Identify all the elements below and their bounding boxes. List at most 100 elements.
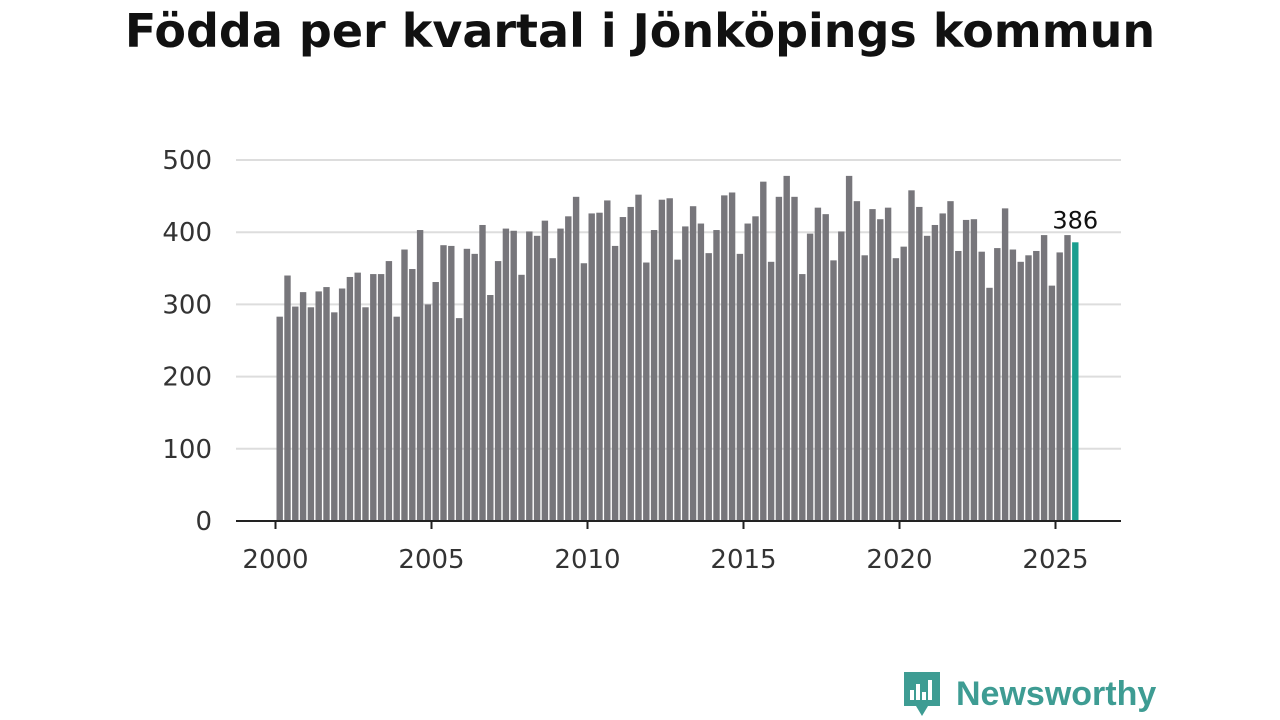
bar <box>1001 208 1009 521</box>
data-labels: 386 <box>1052 206 1098 234</box>
bar <box>518 274 525 521</box>
bar <box>604 200 611 521</box>
bar <box>338 288 346 521</box>
bar <box>978 251 985 521</box>
data-label-last: 386 <box>1052 206 1098 234</box>
y-tick-label: 200 <box>162 363 212 393</box>
bar <box>728 192 736 522</box>
bar <box>939 213 946 522</box>
bar <box>635 194 642 521</box>
newsworthy-logo: Newsworthy <box>902 668 1156 720</box>
bar <box>315 291 322 521</box>
bar <box>596 212 603 521</box>
x-tick-label: 2020 <box>866 545 932 575</box>
bar <box>799 274 806 521</box>
bar <box>877 219 884 522</box>
bar <box>908 190 915 521</box>
bar <box>416 230 424 521</box>
bar <box>1033 250 1040 522</box>
bar <box>557 228 564 521</box>
bar <box>916 206 923 521</box>
x-axis: 2000 2005 2010 2015 2020 2025 <box>236 520 1121 575</box>
bar <box>580 263 588 521</box>
bar <box>744 223 751 521</box>
bar <box>409 269 416 521</box>
y-tick-label: 400 <box>162 218 212 248</box>
x-tick-label: 2025 <box>1022 545 1088 575</box>
bar <box>674 259 681 521</box>
bar <box>752 216 759 522</box>
bar <box>713 230 720 521</box>
chart-title: Födda per kvartal i Jönköpings kommun <box>124 4 1156 58</box>
bar <box>986 287 993 521</box>
bar <box>354 272 361 521</box>
bar <box>588 213 595 522</box>
bar <box>385 261 393 521</box>
bar <box>962 219 970 521</box>
bar <box>370 274 377 521</box>
bar <box>393 316 400 521</box>
bar <box>440 245 447 522</box>
bar <box>331 312 338 521</box>
bar <box>1025 255 1032 521</box>
bar <box>806 233 814 522</box>
bar <box>955 250 962 522</box>
bar <box>643 262 650 521</box>
bar <box>861 255 868 521</box>
bar <box>666 198 673 522</box>
bar <box>1064 235 1071 521</box>
bar <box>471 253 478 522</box>
bar <box>736 253 744 522</box>
bar <box>1040 235 1048 521</box>
bar <box>448 245 455 521</box>
bar <box>1056 252 1063 521</box>
bar <box>455 318 463 521</box>
x-tick-label: 2010 <box>554 545 620 575</box>
bar <box>947 201 954 522</box>
bars <box>276 175 1079 522</box>
bar <box>323 287 330 521</box>
bar <box>892 258 900 521</box>
bar <box>541 220 549 521</box>
bar <box>510 230 517 522</box>
bar <box>549 258 556 521</box>
bar <box>494 261 502 521</box>
bar-highlight <box>1072 242 1079 522</box>
bar <box>791 196 798 521</box>
bar <box>432 282 439 521</box>
y-tick-label: 100 <box>162 435 212 465</box>
bar <box>775 196 783 521</box>
bar <box>697 223 705 521</box>
x-tick-label: 2005 <box>398 545 464 575</box>
bar <box>767 261 775 521</box>
y-axis: 0 100 200 300 400 500 <box>162 146 212 537</box>
bar <box>292 306 299 521</box>
bar <box>401 249 408 521</box>
bar <box>619 217 627 521</box>
bar <box>627 206 634 521</box>
bar <box>900 246 907 521</box>
bar <box>1017 261 1024 521</box>
bar <box>884 207 892 522</box>
bar <box>923 235 931 521</box>
brand-name: Newsworthy <box>956 674 1157 713</box>
bar <box>760 181 767 521</box>
bar <box>869 209 876 521</box>
x-tick-label: 2015 <box>710 545 776 575</box>
bar <box>276 316 283 521</box>
bar <box>822 214 829 521</box>
bar <box>463 248 471 521</box>
bar <box>970 219 978 522</box>
bar <box>853 201 861 522</box>
bar <box>362 307 369 521</box>
bar <box>307 307 315 521</box>
bar <box>424 304 432 521</box>
bar <box>526 231 533 521</box>
bar <box>994 248 1001 522</box>
bar <box>682 226 689 521</box>
bar <box>845 175 853 521</box>
bar <box>572 196 580 521</box>
bar <box>689 206 697 521</box>
bar <box>705 253 712 521</box>
